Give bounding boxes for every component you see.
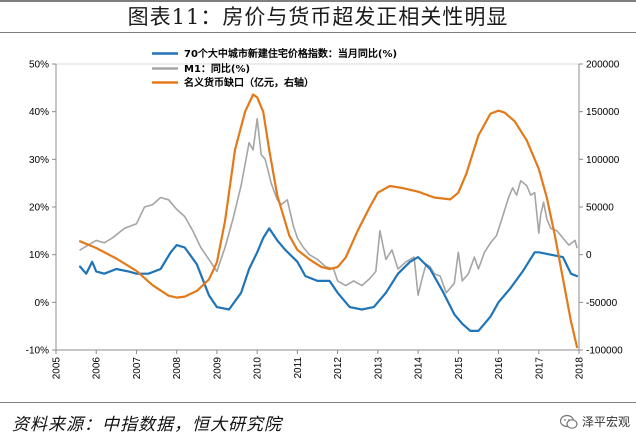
left-tick-label: 40% [29, 107, 49, 118]
x-tick-label: 2006 [92, 357, 103, 380]
series-line-price [79, 227, 579, 332]
left-tick-label: 0% [35, 298, 50, 309]
x-axis: 2005 2006 2007 2008 2009 2010 2011 2012 2013 2014… [52, 350, 586, 379]
left-tick-label: 30% [29, 155, 49, 166]
plot-border [55, 63, 580, 351]
source-bar: 资料来源：中指数据，恒大研究院 泽平宏观 [0, 402, 636, 441]
x-tick-label: 2012 [333, 357, 344, 380]
left-axis: -10% 0% 10% 20% 30% 40% 50% [26, 60, 56, 357]
left-tick-label: -10% [26, 346, 49, 357]
right-tick-label: 150000 [586, 107, 620, 118]
series-line-m1 [79, 118, 578, 296]
left-tick-label: 20% [29, 203, 49, 214]
series-lines [79, 93, 579, 349]
brand: 泽平宏观 [559, 413, 630, 430]
x-tick-label: 2013 [373, 357, 384, 380]
right-tick-label: 200000 [586, 60, 620, 71]
x-tick-label: 2018 [575, 357, 586, 380]
x-tick-label: 2009 [212, 357, 223, 380]
right-tick-label: 100000 [586, 155, 620, 166]
right-axis: -100000 -50000 0 50000 100000 150000 200000 [579, 60, 623, 357]
legend: 70个大中城市新建住宅价格指数：当月同比(%) M1：同比(%)名义货币缺口（亿元… [152, 47, 397, 89]
chart: -10% 0% 10% 20% 30% 40% 50% -100000 -50000 0 5000… [26, 47, 623, 379]
right-tick-label: 0 [586, 250, 592, 261]
source-note: 资料来源：中指数据，恒大研究院 [12, 415, 282, 435]
series-line-money-gap [79, 93, 579, 349]
x-tick-label: 2011 [293, 357, 304, 379]
x-tick-label: 2017 [534, 357, 545, 380]
right-tick-label: 50000 [586, 203, 614, 214]
x-tick-label: 2014 [414, 357, 425, 380]
right-tick-label: -100000 [586, 346, 623, 357]
wechat-icon [559, 414, 578, 429]
x-tick-label: 2015 [454, 357, 465, 380]
plot-area [55, 63, 580, 351]
x-tick-label: 2016 [494, 357, 505, 380]
x-tick-label: 2007 [132, 357, 143, 380]
x-tick-label: 2008 [172, 357, 183, 380]
page-title: 图表11：房价与货币超发正相关性明显 [127, 5, 509, 29]
brand-name: 泽平宏观 [581, 415, 630, 429]
x-tick-label: 2005 [52, 357, 63, 380]
left-tick-label: 50% [29, 60, 49, 71]
title-bar: 图表11：房价与货币超发正相关性明显 [0, 0, 636, 33]
legend-item-money-gap-label: 名义货币缺口（亿元，右轴） [184, 76, 314, 89]
right-tick-label: -50000 [586, 298, 618, 309]
legend-item-m1-label: M1：同比(%) [184, 62, 250, 75]
x-tick-label: 2010 [253, 357, 264, 380]
legend-item-price-label: 70个大中城市新建住宅价格指数：当月同比(%) [184, 47, 397, 60]
left-tick-label: 10% [29, 250, 49, 261]
